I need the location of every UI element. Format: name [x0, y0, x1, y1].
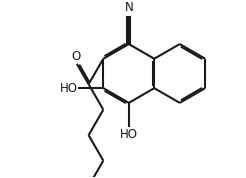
Text: HO: HO — [59, 82, 77, 95]
Text: HO: HO — [120, 128, 138, 141]
Text: N: N — [124, 1, 133, 14]
Text: O: O — [71, 50, 80, 63]
